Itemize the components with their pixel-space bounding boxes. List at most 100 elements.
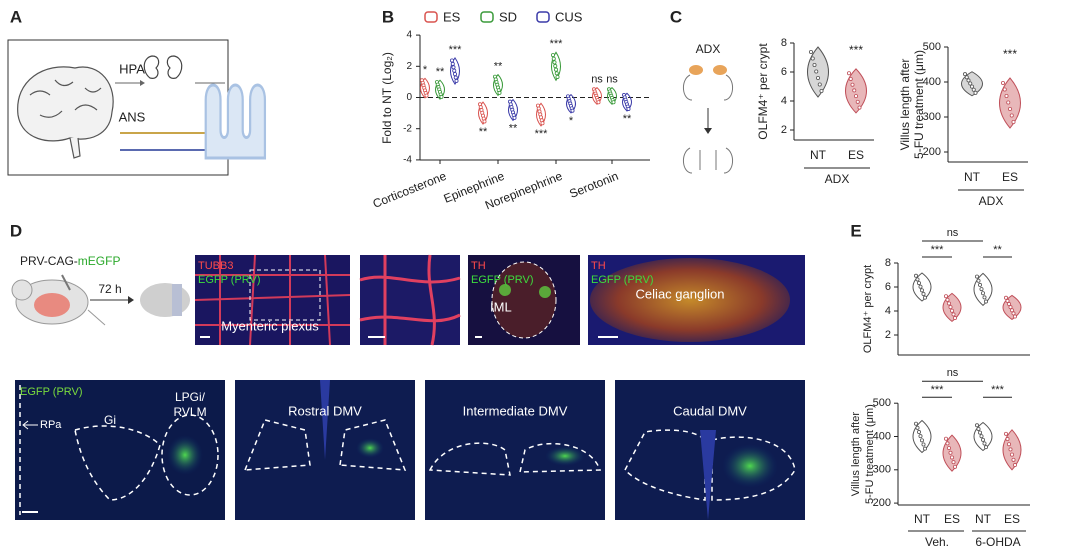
dot [976,426,981,431]
dot [1011,120,1016,125]
dot [450,61,455,66]
y-tick-label: 6 [781,66,787,78]
stain-label: EGFP (PRV) [471,274,534,286]
dot [1007,442,1012,447]
significance: ** [494,61,503,73]
dot [1004,295,1009,300]
dot [979,287,984,292]
image-caption: Intermediate DMV [463,403,568,418]
dot [451,65,456,70]
significance: *** [449,44,463,56]
dot [950,308,955,313]
x-tick-label: ES [1002,170,1018,184]
dot [963,72,968,77]
dot [976,278,981,283]
dot [918,434,923,439]
dot [819,89,824,94]
dot [848,76,853,81]
label: ANS [119,109,146,124]
dot [551,53,556,58]
image-caption: Caudal DMV [673,403,747,418]
group-label: Veh. [925,535,949,549]
dot [847,71,852,76]
dot [570,108,575,113]
dot [979,434,984,439]
dot [1004,431,1009,436]
group-label: 6-OHDA [975,535,1020,549]
dot [923,446,928,451]
dot [540,121,545,126]
dot [944,436,949,441]
y-axis-label: 5-FU treatment (μm) [864,404,876,504]
y-axis-label: Villus length after [898,59,912,151]
y-tick-label: 8 [885,257,891,269]
legend-swatch [424,11,438,23]
significance: ** [509,122,518,134]
y-tick-label: 400 [873,430,891,442]
dot [951,312,956,317]
dot [1005,298,1010,303]
significance: ** [436,66,445,78]
violin [450,56,460,85]
dot [978,430,983,435]
dot [981,291,986,296]
label: CUS [555,9,583,24]
y-tick-label: 4 [781,95,787,107]
dot [1011,311,1016,316]
label: SD [499,9,517,24]
significance: *** [550,38,564,50]
dot [915,425,920,430]
y-tick-label: 2 [781,124,787,136]
dot [948,450,953,455]
dot [611,100,616,105]
dot [948,305,953,310]
adx-diagram [683,65,733,174]
dot [982,295,987,300]
significance: *** [991,384,1005,396]
y-tick-label: 300 [873,464,891,476]
dot [921,291,926,296]
dot [1005,437,1010,442]
dot [944,294,949,299]
x-tick-label: Corticosterone [371,169,449,211]
y-tick-label: 200 [873,497,891,509]
legend-swatch [480,11,494,23]
dot [947,301,952,306]
arrow [22,420,38,430]
dot [512,115,517,120]
dot [918,284,923,289]
dot [984,445,989,450]
significance: ns [591,74,603,86]
significance: *** [1003,47,1017,61]
dot [482,119,487,124]
dot [1008,305,1013,310]
dot [1011,457,1016,462]
dot [920,288,925,293]
significance: ns [947,367,959,379]
dot [453,75,458,80]
dot [497,90,502,95]
y-axis-label: Fold to NT (Log₂) [380,52,394,144]
dot [1002,87,1007,92]
dot [953,316,958,321]
label: 72 h [98,282,121,296]
region-label: Gi [104,413,116,427]
label: PRV-CAG-mEGFP [20,254,120,268]
stain-label: EGFP (PRV) [591,274,654,286]
image-caption: Rostral DMV [288,403,362,418]
label: HPA [119,61,145,76]
x-tick-label: ES [1004,512,1020,526]
dot [950,455,955,460]
dot [814,69,819,74]
dot [809,50,814,55]
dot [917,281,922,286]
dot [1013,314,1018,319]
dot [1013,463,1018,468]
dot [817,82,822,87]
dot [964,75,969,80]
y-axis-label: OLFM4⁺ per crypt [756,43,770,140]
dot [1001,81,1006,86]
dot [914,273,919,278]
dot [1010,452,1015,457]
dot [1010,308,1015,313]
